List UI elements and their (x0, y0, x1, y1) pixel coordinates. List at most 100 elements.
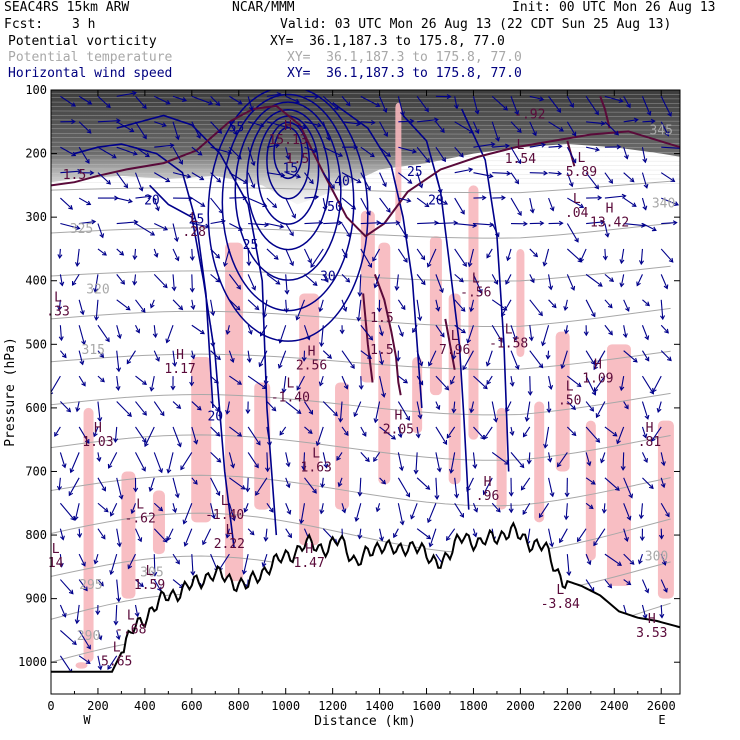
wind-vector (107, 655, 118, 670)
wind-vector-head (193, 479, 198, 485)
wind-vector-shaft (529, 197, 534, 213)
wind-vector-shaft (341, 426, 349, 436)
wind-vector-head (107, 664, 112, 670)
wind-vector-head (237, 432, 243, 437)
wind-vector (116, 477, 124, 500)
wind-vector-shaft (360, 197, 371, 215)
wind-vector-shaft (623, 325, 627, 338)
extremum-value: 1.59 (134, 578, 165, 593)
wind-vector (619, 274, 625, 288)
wind-vector-head (353, 412, 359, 418)
wind-vector-shaft (304, 222, 323, 225)
wind-vector-shaft (191, 121, 201, 139)
wind-vector-shaft (228, 452, 234, 468)
wind-vector-shaft (660, 604, 663, 618)
wind-speed-label: 40 (334, 174, 350, 189)
wind-vector-head (436, 467, 442, 473)
wind-vector-shaft (641, 197, 647, 210)
wind-vector-shaft (410, 503, 418, 519)
wind-vector-head (272, 203, 278, 209)
wind-vector-head (342, 306, 348, 312)
wind-vector (469, 299, 475, 313)
extremum-type: L (556, 583, 564, 598)
wind-vector-head (210, 514, 216, 520)
wind-vector-head (400, 305, 406, 311)
wind-vector (134, 604, 140, 618)
wind-vector-head (576, 382, 582, 388)
wind-vector-head (175, 559, 180, 565)
extremum-type: L (190, 211, 198, 226)
wind-vector-shaft (641, 96, 651, 116)
wind-vector (97, 248, 107, 256)
strat-theta-line (51, 150, 680, 153)
wind-vector (398, 375, 409, 384)
wind-vector-head (638, 260, 645, 266)
wind-vector-shaft (604, 579, 612, 588)
wind-vector-head (508, 508, 514, 514)
wind-speed-label: 20 (207, 410, 223, 425)
wind-vector-head (243, 179, 249, 184)
wind-vector-shaft (579, 248, 587, 262)
wind-vector-shaft (191, 274, 193, 292)
wind-vector-head (509, 381, 515, 387)
wind-vector (210, 146, 233, 155)
wind-vector-shaft (660, 248, 674, 263)
wind-vector-shaft (397, 96, 404, 116)
wind-vector (538, 502, 550, 519)
wind-vector-shaft (470, 299, 474, 312)
extremum-type: L (54, 291, 62, 306)
wind-vector (97, 375, 105, 383)
wind-vector-shaft (78, 299, 84, 315)
wind-vector (135, 299, 146, 313)
wind-vector-head (79, 360, 85, 366)
wind-vector (451, 350, 457, 360)
wind-vector-head (466, 338, 472, 344)
wind-vector-head (472, 532, 478, 538)
wind-vector (435, 299, 441, 312)
wind-vector-head (644, 356, 650, 362)
wind-vector-head (262, 313, 268, 319)
wind-vector (435, 121, 445, 133)
wind-vector-shaft (491, 502, 501, 513)
wind-vector-shaft (97, 119, 120, 123)
wind-vector (604, 144, 622, 150)
wind-vector-shaft (166, 325, 174, 343)
wind-vector (602, 248, 608, 261)
pv-low-marker: L-1.40 (205, 494, 244, 523)
wind-vector-head (664, 131, 670, 137)
wind-vector-shaft (59, 325, 63, 341)
wind-vector-shaft (486, 375, 493, 385)
wind-vector-shaft (154, 121, 167, 127)
wind-vector-head (373, 418, 379, 424)
wind-vector-shaft (304, 273, 318, 286)
wind-vector-shaft (202, 528, 212, 545)
wind-vector-head (643, 183, 649, 189)
wind-vector-shaft (341, 223, 351, 238)
wind-vector-head (263, 536, 269, 542)
wind-vector (466, 477, 474, 492)
wind-vector-shaft (59, 248, 61, 259)
wind-vector-head (280, 172, 286, 178)
wind-vector (623, 299, 630, 312)
wind-vector (130, 503, 137, 515)
wind-vector (245, 401, 251, 415)
wind-vector-head (263, 380, 269, 386)
wind-vector-shaft (355, 503, 362, 522)
wind-vector (491, 299, 508, 311)
strat-theta-line (51, 110, 680, 113)
wind-vector (247, 147, 256, 167)
wind-vector-head (549, 206, 555, 212)
wind-vector-shaft (97, 350, 104, 358)
wind-vector-shaft (466, 477, 474, 492)
wind-vector-head (87, 100, 93, 105)
wind-vector (510, 146, 522, 165)
wind-vector-shaft (616, 426, 625, 444)
wind-vector (341, 375, 349, 390)
wind-vector (338, 401, 344, 423)
wind-vector-shaft (548, 172, 562, 175)
wind-vector (416, 401, 423, 420)
wind-vector-shaft (416, 426, 420, 438)
wind-vector-shaft (416, 401, 422, 419)
wind-vector (165, 325, 174, 344)
wind-vector (454, 273, 464, 283)
